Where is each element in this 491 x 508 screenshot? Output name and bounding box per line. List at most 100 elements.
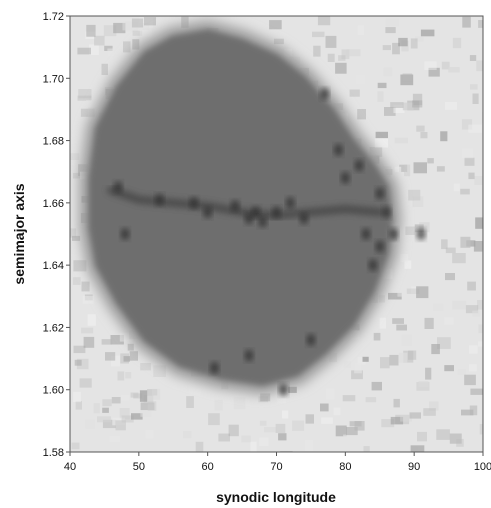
texture-cell bbox=[404, 164, 411, 177]
texture-cell bbox=[479, 424, 483, 435]
texture-cell bbox=[389, 354, 399, 366]
texture-cell bbox=[87, 314, 96, 326]
texture-cell bbox=[259, 437, 269, 447]
texture-cell bbox=[419, 222, 430, 233]
texture-cell bbox=[480, 29, 483, 36]
texture-cell bbox=[444, 365, 454, 372]
texture-cell bbox=[282, 410, 289, 419]
dark-spot bbox=[299, 212, 309, 225]
texture-cell bbox=[140, 402, 155, 411]
x-tick-label: 40 bbox=[64, 461, 76, 473]
texture-cell bbox=[326, 388, 335, 400]
texture-cell bbox=[183, 431, 192, 439]
texture-cell bbox=[398, 352, 408, 363]
texture-cell bbox=[320, 403, 329, 412]
texture-cell bbox=[70, 153, 80, 160]
dark-spot bbox=[120, 228, 130, 240]
texture-cell bbox=[94, 35, 105, 46]
texture-cell bbox=[343, 434, 351, 441]
texture-cell bbox=[125, 21, 139, 32]
texture-cell bbox=[477, 341, 483, 347]
texture-cell bbox=[104, 45, 113, 51]
dark-spot bbox=[244, 349, 254, 362]
texture-cell bbox=[86, 100, 93, 108]
texture-cell bbox=[392, 318, 404, 324]
texture-cell bbox=[335, 62, 347, 74]
texture-cell bbox=[410, 445, 425, 452]
texture-cell bbox=[470, 388, 483, 395]
texture-cell bbox=[440, 131, 448, 142]
texture-cell bbox=[415, 36, 424, 42]
texture-cell bbox=[461, 409, 474, 416]
texture-cell bbox=[464, 157, 475, 166]
texture-cell bbox=[394, 137, 408, 144]
texture-cell bbox=[465, 305, 479, 314]
texture-cell bbox=[80, 108, 95, 117]
texture-cell bbox=[470, 84, 478, 90]
texture-cell bbox=[405, 226, 415, 235]
texture-cell bbox=[466, 240, 476, 247]
texture-cell bbox=[424, 61, 437, 70]
texture-cell bbox=[72, 277, 81, 285]
texture-cell bbox=[77, 47, 91, 55]
texture-cell bbox=[72, 172, 83, 179]
texture-cell bbox=[75, 401, 82, 410]
texture-cell bbox=[354, 362, 362, 374]
texture-cell bbox=[153, 365, 166, 377]
texture-cell bbox=[472, 310, 481, 317]
texture-cell bbox=[449, 433, 462, 444]
texture-cell bbox=[264, 427, 278, 433]
x-tick-label: 90 bbox=[408, 461, 420, 473]
texture-cell bbox=[278, 433, 287, 441]
y-tick-label: 1.64 bbox=[43, 260, 64, 272]
texture-cell bbox=[121, 394, 130, 401]
texture-cell bbox=[76, 358, 89, 370]
x-tick-label: 60 bbox=[202, 461, 214, 473]
texture-cell bbox=[400, 254, 409, 263]
texture-cell bbox=[129, 351, 138, 361]
texture-cell bbox=[436, 166, 445, 172]
texture-cell bbox=[260, 393, 271, 402]
texture-cell bbox=[88, 107, 97, 118]
texture-cell bbox=[371, 381, 382, 391]
y-axis: 1.58 1.60 1.62 1.64 1.66 1.68 1.70 1.72 bbox=[43, 11, 70, 459]
texture-cell bbox=[411, 286, 418, 294]
dark-spot bbox=[285, 196, 295, 209]
texture-cell bbox=[423, 408, 436, 416]
texture-cell bbox=[102, 419, 116, 429]
texture-cell bbox=[119, 408, 130, 420]
texture-cell bbox=[139, 29, 153, 37]
dark-spot bbox=[361, 228, 371, 240]
texture-cell bbox=[420, 29, 435, 37]
texture-cell bbox=[73, 391, 81, 403]
texture-cell bbox=[402, 102, 414, 111]
texture-cell bbox=[213, 442, 225, 451]
texture-cell bbox=[390, 102, 404, 108]
texture-cell bbox=[73, 345, 86, 354]
texture-cell bbox=[418, 381, 429, 388]
texture-cell bbox=[123, 41, 131, 53]
texture-cell bbox=[428, 401, 439, 411]
texture-cell bbox=[321, 417, 333, 424]
texture-cell bbox=[417, 431, 427, 442]
texture-cell bbox=[464, 374, 476, 386]
texture-cell bbox=[390, 416, 404, 425]
texture-cell bbox=[396, 324, 407, 331]
texture-cell bbox=[444, 102, 457, 110]
texture-cell bbox=[313, 45, 321, 57]
texture-cell bbox=[393, 104, 405, 114]
texture-cell bbox=[103, 25, 117, 37]
texture-cell bbox=[351, 370, 363, 380]
texture-cell bbox=[393, 398, 400, 408]
texture-cell bbox=[482, 111, 483, 124]
texture-cell bbox=[101, 63, 108, 75]
y-tick-label: 1.60 bbox=[43, 385, 64, 397]
dark-spot bbox=[389, 228, 398, 240]
texture-cell bbox=[427, 158, 434, 164]
texture-cell bbox=[444, 317, 454, 325]
texture-cell bbox=[131, 18, 144, 28]
texture-cell bbox=[241, 435, 251, 443]
texture-cell bbox=[338, 55, 346, 61]
dark-spot bbox=[382, 206, 392, 219]
texture-cell bbox=[110, 335, 124, 345]
